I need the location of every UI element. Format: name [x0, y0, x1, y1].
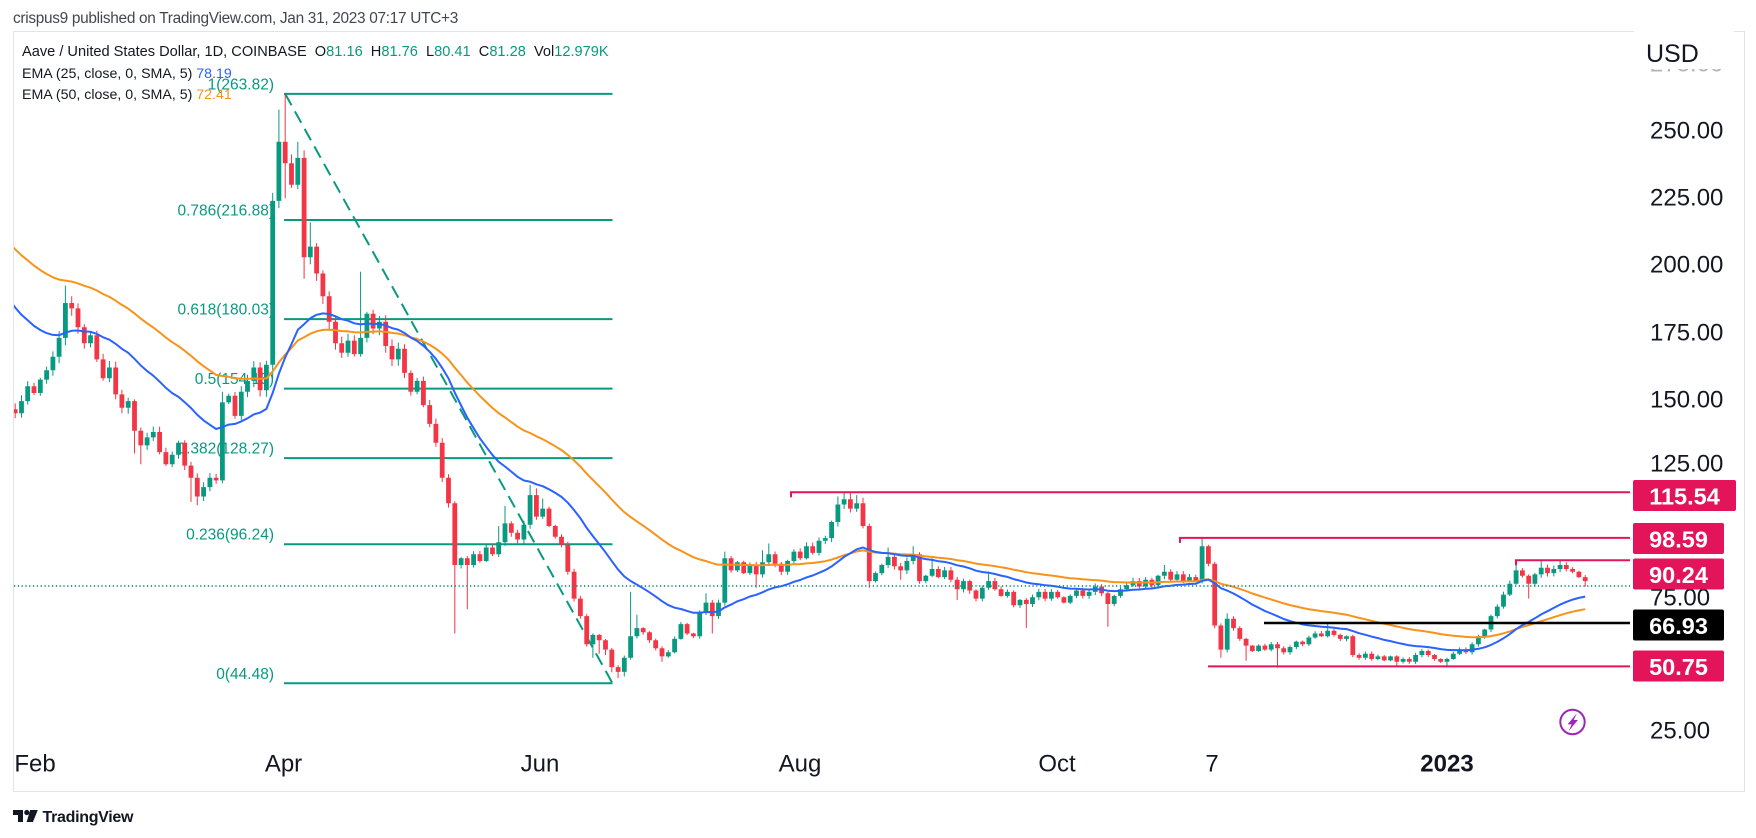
svg-text:USD: USD — [1646, 40, 1699, 68]
svg-text:Oct: Oct — [1038, 751, 1076, 778]
svg-text:Jun: Jun — [521, 751, 560, 778]
svg-text:0.236(96.24): 0.236(96.24) — [186, 527, 274, 544]
svg-text:0.618(180.03): 0.618(180.03) — [177, 302, 274, 319]
svg-text:0.786(216.88): 0.786(216.88) — [177, 203, 274, 220]
svg-text:225.00: 225.00 — [1650, 185, 1723, 212]
svg-text:7: 7 — [1205, 751, 1218, 778]
svg-text:200.00: 200.00 — [1650, 252, 1723, 279]
svg-text:250.00: 250.00 — [1650, 118, 1723, 145]
svg-text:0.382(128.27): 0.382(128.27) — [177, 441, 274, 458]
svg-text:Feb: Feb — [14, 751, 55, 778]
svg-text:50.75: 50.75 — [1649, 654, 1708, 680]
svg-text:1(263.82): 1(263.82) — [208, 76, 274, 93]
svg-text:Apr: Apr — [265, 751, 302, 778]
svg-text:150.00: 150.00 — [1650, 387, 1723, 414]
svg-text:0(44.48): 0(44.48) — [216, 666, 274, 683]
svg-text:90.24: 90.24 — [1649, 562, 1708, 588]
svg-text:98.59: 98.59 — [1649, 527, 1708, 553]
svg-text:Aug: Aug — [779, 751, 822, 778]
svg-text:2023: 2023 — [1420, 751, 1473, 778]
svg-text:175.00: 175.00 — [1650, 320, 1723, 347]
svg-text:25.00: 25.00 — [1650, 718, 1710, 745]
svg-text:125.00: 125.00 — [1650, 451, 1723, 478]
svg-text:115.54: 115.54 — [1649, 484, 1720, 510]
svg-text:66.93: 66.93 — [1649, 613, 1708, 639]
